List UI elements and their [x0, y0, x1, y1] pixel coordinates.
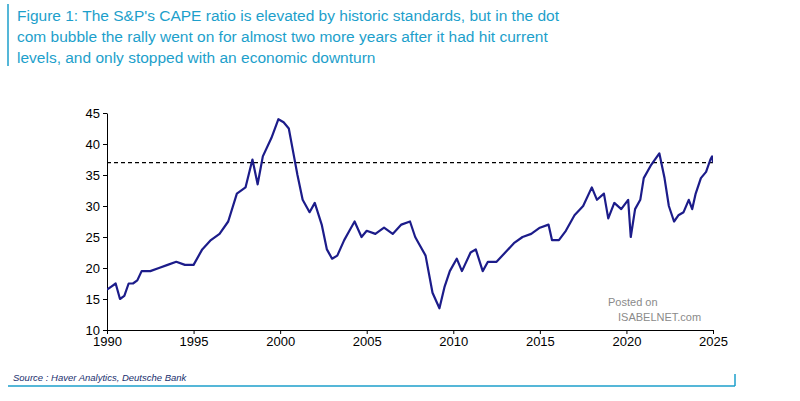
y-tick-label: 25: [86, 230, 100, 245]
watermark: Posted on ISABELNET.com: [608, 296, 701, 323]
x-tick: 2005: [353, 330, 382, 349]
x-tick: 2020: [612, 330, 641, 349]
y-tick: 15: [86, 292, 107, 307]
reference-line: [107, 162, 713, 163]
y-tick-mark: [103, 175, 107, 176]
x-tick: 2010: [439, 330, 468, 349]
title: levels, and only stopped with an economi…: [17, 49, 375, 66]
x-tick: 1990: [93, 330, 122, 349]
y-tick: 30: [86, 199, 107, 214]
title: com bubble the rally went on for almost …: [17, 28, 548, 45]
y-tick: 25: [86, 230, 107, 245]
y-tick-label: 15: [86, 292, 100, 307]
y-axis-line: [107, 114, 108, 331]
y-tick: 45: [86, 106, 107, 121]
y-tick-label: 30: [86, 199, 100, 214]
y-tick-mark: [103, 299, 107, 300]
x-tick-label: 1990: [93, 334, 122, 349]
y-tick-mark: [103, 144, 107, 145]
chart: Figure 1: The S&P's CAPE ratio is elevat…: [0, 0, 800, 401]
title: Figure 1: The S&P's CAPE ratio is elevat…: [17, 7, 560, 24]
x-tick-label: 2015: [526, 334, 555, 349]
x-tick-label: 1995: [180, 334, 209, 349]
y-tick-label: 45: [86, 106, 100, 121]
source: Source : Haver Analytics, Deutsche Bank: [13, 372, 188, 383]
marks: [107, 119, 713, 308]
y-tick: 40: [86, 137, 107, 152]
y-tick-label: 40: [86, 137, 100, 152]
cape-line: [107, 119, 713, 308]
x-tick-label: 2000: [266, 334, 295, 349]
y-tick-mark: [103, 268, 107, 269]
y-tick-label: 35: [86, 168, 100, 183]
y-axis: 1015202530354045: [86, 106, 108, 338]
plot: 1015202530354045199019952000200520102015…: [86, 106, 728, 350]
x-tick: 1995: [180, 330, 209, 349]
frame-left: [7, 4, 9, 66]
y-tick-mark: [103, 330, 107, 331]
y-tick-mark: [103, 237, 107, 238]
y-tick: 20: [86, 261, 107, 276]
x-tick-label: 2020: [612, 334, 641, 349]
title-group: Figure 1: The S&P's CAPE ratio is elevat…: [17, 7, 560, 66]
x-tick: 2000: [266, 330, 295, 349]
x-tick-label: 2005: [353, 334, 382, 349]
frame-bottom: [8, 385, 735, 387]
x-tick: 2015: [526, 330, 555, 349]
x-tick-label: 2025: [699, 334, 728, 349]
y-tick-label: 20: [86, 261, 100, 276]
x-axis: 1990 1995 2000 2005 2010 2015 2020 2025: [93, 330, 728, 349]
y-tick-mark: [103, 206, 107, 207]
watermark-text: Posted on: [608, 296, 658, 308]
x-axis-line: [108, 330, 714, 331]
y-tick-mark: [103, 113, 107, 114]
x-tick-label: 2010: [439, 334, 468, 349]
watermark-text: ISABELNET.com: [618, 311, 701, 323]
frame-right: [734, 374, 736, 386]
x-tick: 2025: [699, 330, 728, 349]
y-tick: 35: [86, 168, 107, 183]
